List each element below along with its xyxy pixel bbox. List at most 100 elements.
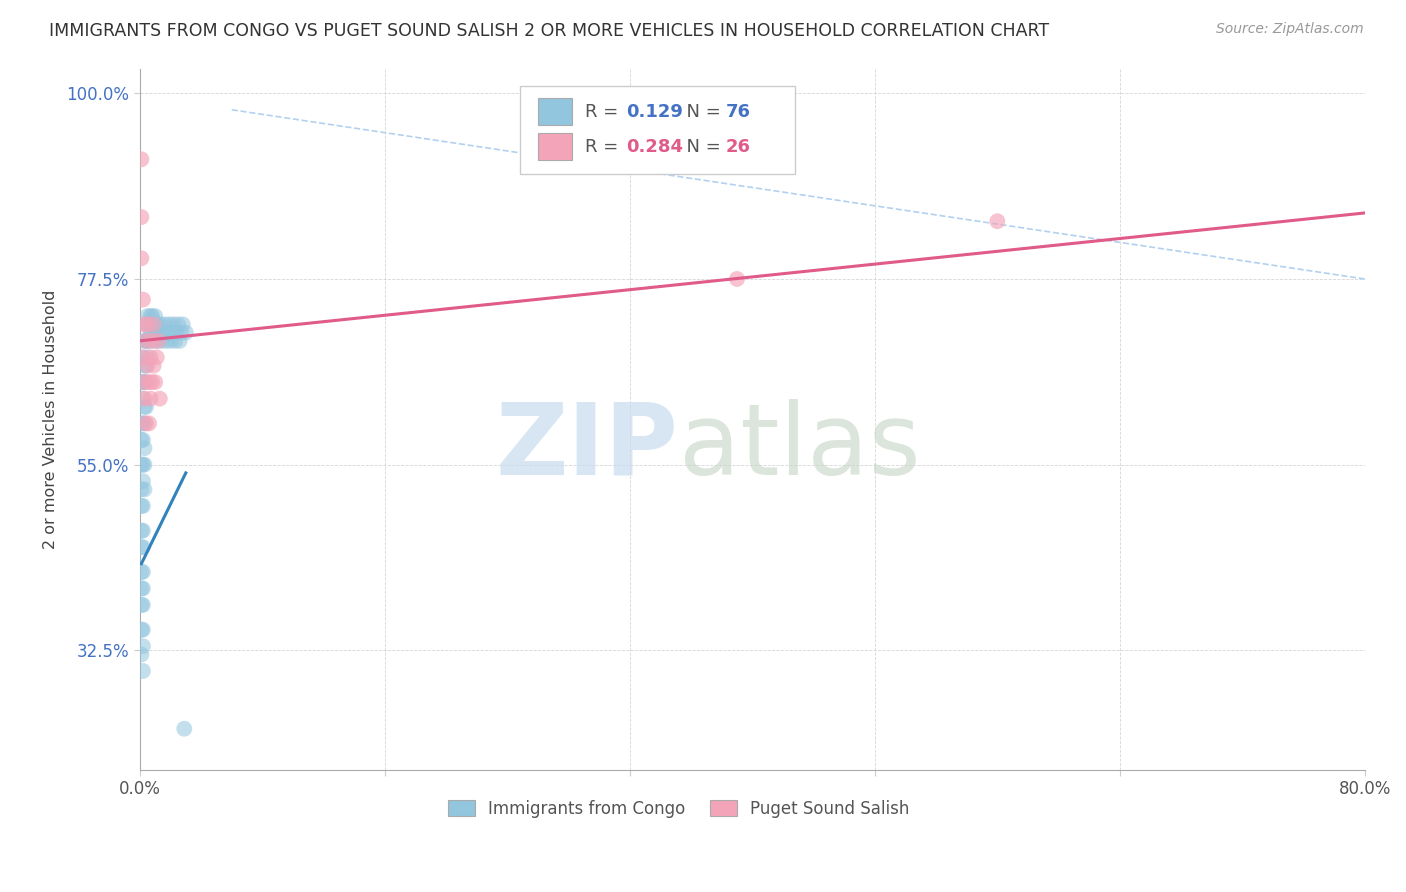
Point: [131, 565, 153, 579]
Point: [169, 334, 191, 348]
Point: [145, 334, 167, 348]
Text: atlas: atlas: [679, 399, 921, 496]
Point: [132, 664, 155, 678]
Point: [134, 334, 156, 348]
Text: N =: N =: [675, 138, 727, 156]
Point: [132, 351, 155, 365]
Point: [135, 318, 157, 332]
Y-axis label: 2 or more Vehicles in Household: 2 or more Vehicles in Household: [44, 290, 58, 549]
Point: [138, 334, 160, 348]
FancyBboxPatch shape: [538, 98, 572, 125]
Point: [132, 474, 155, 488]
Point: [135, 417, 157, 431]
Point: [131, 648, 153, 662]
Point: [155, 334, 177, 348]
FancyBboxPatch shape: [520, 86, 796, 174]
Point: [139, 326, 162, 340]
Point: [131, 375, 153, 389]
Point: [135, 334, 157, 348]
Text: 0.129: 0.129: [626, 103, 683, 121]
Point: [148, 326, 170, 340]
Point: [136, 318, 159, 332]
Text: N =: N =: [675, 103, 727, 121]
Point: [134, 441, 156, 455]
Point: [167, 318, 190, 332]
Text: IMMIGRANTS FROM CONGO VS PUGET SOUND SALISH 2 OR MORE VEHICLES IN HOUSEHOLD CORR: IMMIGRANTS FROM CONGO VS PUGET SOUND SAL…: [49, 22, 1049, 40]
Point: [134, 375, 156, 389]
Point: [132, 318, 155, 332]
Point: [145, 318, 167, 332]
Point: [139, 392, 162, 406]
Point: [132, 375, 155, 389]
Point: [152, 326, 174, 340]
Text: R =: R =: [585, 138, 623, 156]
Point: [134, 400, 156, 414]
Point: [132, 417, 155, 431]
Text: Source: ZipAtlas.com: Source: ZipAtlas.com: [1216, 22, 1364, 37]
Point: [132, 293, 155, 307]
Point: [160, 326, 183, 340]
Point: [136, 334, 159, 348]
FancyBboxPatch shape: [538, 133, 572, 160]
Point: [132, 565, 155, 579]
Text: ZIP: ZIP: [496, 399, 679, 496]
Point: [131, 417, 153, 431]
Point: [132, 639, 155, 653]
Point: [131, 252, 153, 266]
Point: [134, 458, 156, 472]
Point: [135, 359, 157, 373]
Point: [131, 458, 153, 472]
Point: [131, 153, 153, 167]
Point: [149, 392, 172, 406]
Point: [162, 318, 184, 332]
Point: [139, 309, 162, 323]
Point: [150, 334, 173, 348]
Point: [132, 582, 155, 596]
Text: 0.284: 0.284: [626, 138, 683, 156]
Point: [986, 214, 1008, 228]
Point: [132, 392, 155, 406]
Point: [132, 433, 155, 447]
Point: [174, 326, 197, 340]
Point: [142, 318, 165, 332]
Point: [165, 334, 187, 348]
Text: 26: 26: [725, 138, 751, 156]
Point: [142, 334, 165, 348]
Point: [134, 483, 156, 497]
Point: [141, 326, 163, 340]
Point: [131, 598, 153, 612]
Point: [131, 499, 153, 513]
Point: [131, 623, 153, 637]
Point: [141, 375, 163, 389]
Point: [153, 318, 176, 332]
Point: [138, 375, 160, 389]
Point: [143, 309, 166, 323]
Point: [139, 351, 162, 365]
Point: [132, 623, 155, 637]
Point: [134, 417, 156, 431]
Point: [141, 334, 163, 348]
Point: [136, 309, 159, 323]
Point: [149, 318, 172, 332]
Point: [131, 210, 153, 224]
Point: [131, 524, 153, 538]
Point: [173, 722, 195, 736]
Point: [142, 318, 165, 332]
Text: R =: R =: [585, 103, 623, 121]
Point: [166, 326, 188, 340]
Point: [136, 359, 159, 373]
Point: [132, 499, 155, 513]
Point: [134, 359, 156, 373]
Point: [132, 540, 155, 554]
Point: [134, 392, 156, 406]
Point: [135, 334, 157, 348]
Point: [141, 309, 163, 323]
Point: [135, 375, 157, 389]
Point: [132, 351, 155, 365]
Point: [132, 598, 155, 612]
Point: [725, 272, 748, 286]
Point: [172, 318, 194, 332]
Text: 76: 76: [725, 103, 751, 121]
Point: [142, 359, 165, 373]
Point: [156, 326, 179, 340]
